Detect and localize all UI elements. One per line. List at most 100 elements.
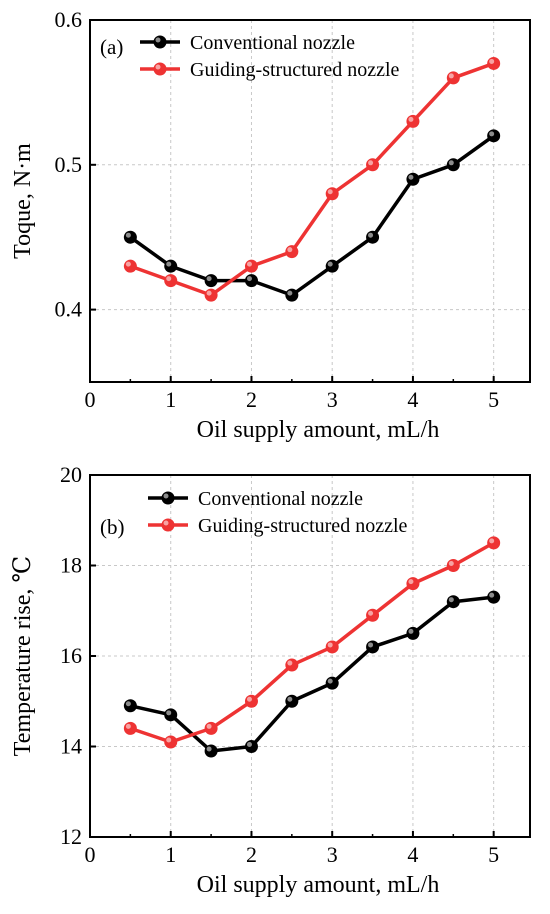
data-point-highlight xyxy=(448,73,454,79)
data-point-highlight xyxy=(287,696,293,702)
data-point xyxy=(244,694,258,708)
data-point xyxy=(204,288,218,302)
data-point xyxy=(487,536,501,550)
series-line xyxy=(129,61,495,297)
y-tick-label: 20 xyxy=(60,462,82,487)
data-point-highlight xyxy=(368,642,374,648)
data-point xyxy=(285,694,299,708)
data-point xyxy=(164,708,178,722)
data-point-highlight xyxy=(166,276,172,282)
y-tick-label: 0.5 xyxy=(55,152,83,177)
legend-marker xyxy=(161,518,175,532)
data-point-highlight xyxy=(448,160,454,166)
data-point-highlight xyxy=(408,174,414,180)
series-conventional xyxy=(123,129,501,302)
legend: Conventional nozzle Guiding-structured no… xyxy=(140,32,399,81)
x-tick-label: 3 xyxy=(327,842,338,867)
data-point xyxy=(123,699,137,713)
data-point xyxy=(366,640,380,654)
data-point-highlight xyxy=(327,678,333,684)
legend-label: Conventional nozzle xyxy=(198,488,363,510)
x-tick-label: 2 xyxy=(246,842,257,867)
data-point-highlight xyxy=(166,737,172,743)
data-point-highlight xyxy=(246,696,252,702)
x-axis-title: Oil supply amount, mL/h xyxy=(197,872,440,898)
legend-marker xyxy=(153,35,167,49)
data-point xyxy=(285,288,299,302)
data-point-highlight xyxy=(246,276,252,282)
data-point xyxy=(285,245,299,259)
data-point-highlight xyxy=(206,276,212,282)
data-point xyxy=(123,230,137,244)
x-tick-label: 0 xyxy=(85,842,96,867)
data-point-highlight xyxy=(287,660,293,666)
data-point xyxy=(446,71,460,85)
legend-marker-highlight xyxy=(155,37,161,43)
legend-label: Guiding-structured nozzle xyxy=(198,515,407,537)
data-point xyxy=(204,274,218,288)
data-point-highlight xyxy=(327,261,333,267)
plot-frame xyxy=(89,19,531,383)
data-point xyxy=(123,259,137,273)
data-point-highlight xyxy=(448,597,454,603)
data-point xyxy=(446,158,460,172)
data-point xyxy=(123,721,137,735)
series-conventional xyxy=(123,590,501,758)
x-tick-label: 1 xyxy=(165,387,176,412)
series-guiding-structured xyxy=(123,536,501,749)
data-point-highlight xyxy=(489,131,495,137)
data-point xyxy=(244,259,258,273)
data-point-highlight xyxy=(489,592,495,598)
data-point xyxy=(244,274,258,288)
data-point xyxy=(244,740,258,753)
data-point-highlight xyxy=(408,579,414,585)
data-point xyxy=(366,230,380,244)
x-tick-label: 0 xyxy=(85,387,96,412)
data-point xyxy=(325,676,339,690)
legend-marker-highlight xyxy=(163,520,169,526)
data-point-highlight xyxy=(125,723,131,729)
y-axis-title: Temperature rise, ℃ xyxy=(10,556,36,756)
series-line xyxy=(129,595,494,753)
data-point-highlight xyxy=(125,232,131,238)
data-point xyxy=(325,259,339,273)
legend-marker xyxy=(161,491,175,505)
y-tick-label: 14 xyxy=(60,734,82,759)
data-point xyxy=(164,259,178,273)
data-point-highlight xyxy=(489,538,495,544)
data-point xyxy=(406,114,420,128)
data-point-highlight xyxy=(206,290,212,296)
data-point-highlight xyxy=(448,561,454,566)
y-tick-label: 12 xyxy=(60,824,82,849)
panel-label: (a) xyxy=(100,35,123,59)
legend: Conventional nozzle Guiding-structured no… xyxy=(148,488,407,537)
series-guiding-structured xyxy=(123,56,501,302)
data-point xyxy=(204,721,218,735)
data-point xyxy=(164,735,178,749)
data-point-highlight xyxy=(489,58,495,64)
x-axis-title: Oil supply amount, mL/h xyxy=(197,417,440,443)
data-point xyxy=(446,595,460,609)
legend-label: Guiding-structured nozzle xyxy=(190,59,399,81)
data-point xyxy=(487,590,501,604)
x-tick-label: 1 xyxy=(165,842,176,867)
series-line xyxy=(129,541,495,744)
data-point-highlight xyxy=(368,232,374,238)
data-point xyxy=(487,56,501,70)
y-tick-label: 0.6 xyxy=(55,7,83,32)
data-point-highlight xyxy=(206,723,212,729)
data-point-highlight xyxy=(408,116,414,122)
data-point-highlight xyxy=(368,610,374,616)
data-point-highlight xyxy=(246,261,252,267)
data-point-highlight xyxy=(327,642,333,648)
x-tick-label: 5 xyxy=(488,387,499,412)
data-point-highlight xyxy=(206,746,212,752)
data-point-highlight xyxy=(125,261,131,267)
data-point xyxy=(406,577,420,591)
chart-panel-a: 0 1 2 3 4 5 0.4 0.5 0.6 Oil supply amount, mL/h To… xyxy=(10,7,531,443)
y-tick-label: 16 xyxy=(60,643,82,668)
panel-label: (b) xyxy=(100,515,125,539)
series-line xyxy=(129,134,495,297)
